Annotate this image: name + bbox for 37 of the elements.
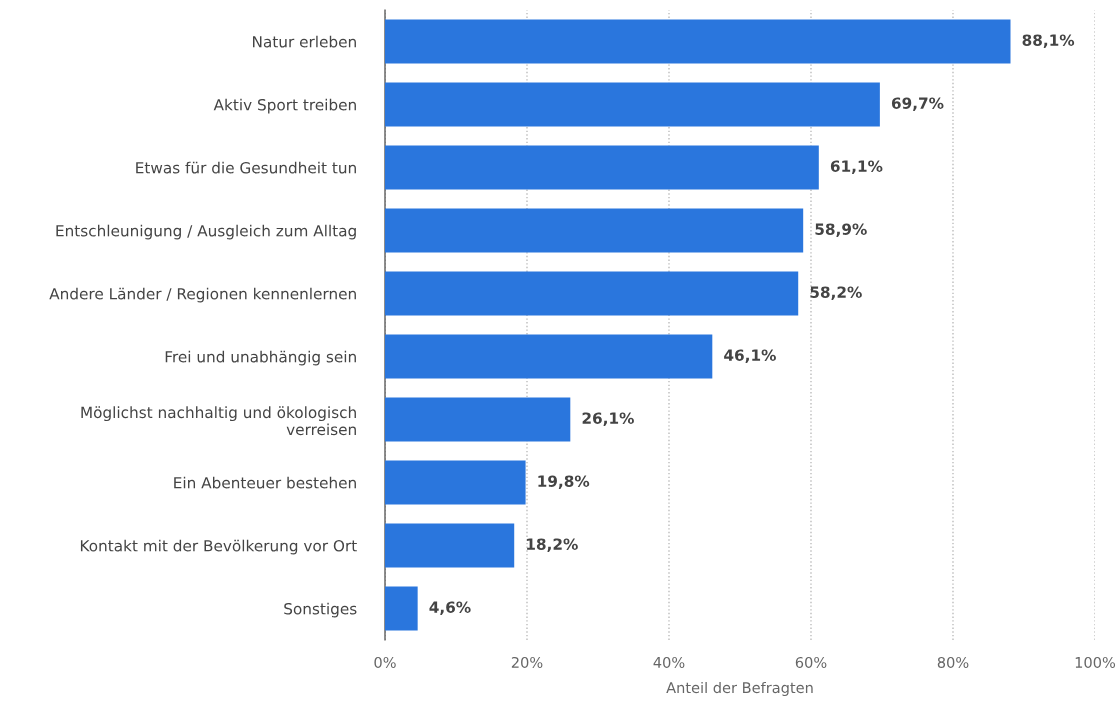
- bar: [385, 145, 819, 190]
- x-tick-label: 20%: [511, 656, 543, 668]
- bar: [385, 334, 713, 379]
- data-label: 18,2%: [527, 538, 578, 552]
- y-tick-label: Entschleunigung / Ausgleich zum Alltag: [56, 224, 356, 240]
- bar: [385, 397, 571, 442]
- bar: [385, 271, 799, 316]
- x-tick-label: 100%: [1075, 656, 1116, 668]
- data-label: 61,1%: [830, 160, 883, 174]
- data-label: 46,1%: [724, 349, 776, 363]
- data-label: 19,8%: [538, 475, 590, 489]
- bar: [385, 82, 880, 127]
- y-tick-label: Ein Abenteuer bestehen: [174, 476, 356, 489]
- y-tick-label: Frei und unabhängig sein: [165, 350, 356, 366]
- x-tick-label: 0%: [374, 656, 396, 668]
- x-tick-label: 80%: [937, 656, 969, 668]
- y-tick-label: Möglichst nachhaltig und ökologisch verreisen: [81, 406, 356, 436]
- data-label: 58,9%: [815, 223, 867, 237]
- bar: [385, 19, 1011, 64]
- y-tick-label: Aktiv Sport treiben: [213, 98, 356, 114]
- y-tick-label: Etwas für die Gesundheit tun: [136, 161, 356, 174]
- y-tick-label: Andere Länder / Regionen kennenlernen: [49, 287, 356, 303]
- x-tick-label: 60%: [795, 656, 827, 668]
- x-axis-title: Anteil der Befragten: [666, 681, 813, 697]
- data-label: 26,1%: [582, 412, 634, 426]
- bar: [385, 523, 515, 568]
- data-label: 88,1%: [1022, 34, 1075, 48]
- y-tick-label: Sonstiges: [284, 602, 357, 618]
- bar: [385, 208, 804, 253]
- data-label: 58,2%: [810, 286, 862, 300]
- data-label: 4,6%: [429, 601, 471, 615]
- x-tick-label: 40%: [653, 656, 685, 668]
- data-label: 69,7%: [891, 97, 944, 111]
- bar: [385, 460, 526, 505]
- y-tick-label: Natur erleben: [253, 35, 356, 48]
- bar: [385, 586, 418, 631]
- y-tick-label: Kontakt mit der Bevölkerung vor Ort: [80, 539, 357, 555]
